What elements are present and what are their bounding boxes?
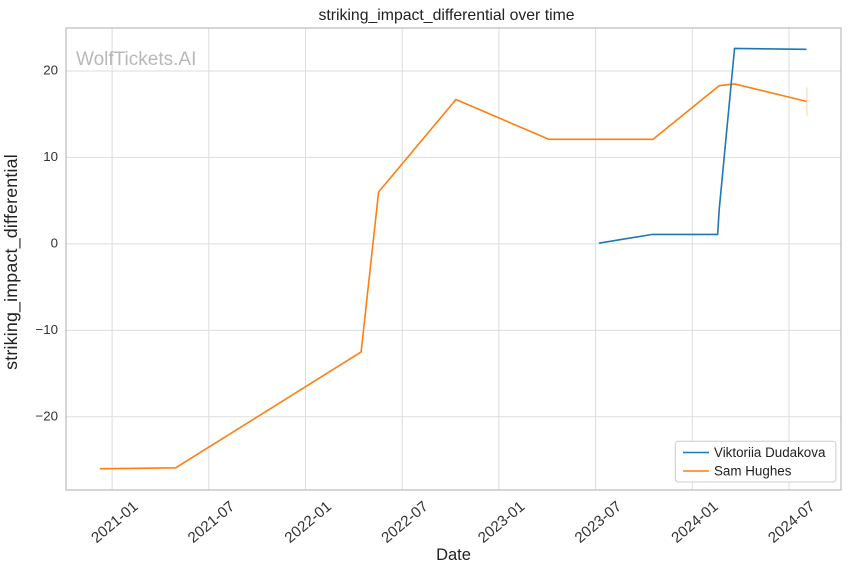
svg-text:WolfTickets.AI: WolfTickets.AI xyxy=(76,49,196,70)
svg-text:20: 20 xyxy=(43,63,58,78)
svg-text:2023-07: 2023-07 xyxy=(572,498,625,547)
svg-text:striking_impact_differential o: striking_impact_differential over time xyxy=(318,7,574,24)
svg-text:striking_impact_differential: striking_impact_differential xyxy=(1,154,22,370)
svg-text:2021-01: 2021-01 xyxy=(88,498,141,547)
svg-text:2024-07: 2024-07 xyxy=(765,498,818,547)
svg-text:Viktoriia Dudakova: Viktoriia Dudakova xyxy=(714,445,826,460)
svg-text:10: 10 xyxy=(43,149,58,164)
svg-text:2022-07: 2022-07 xyxy=(378,498,431,547)
svg-text:2022-01: 2022-01 xyxy=(282,498,335,547)
svg-text:2023-01: 2023-01 xyxy=(475,498,528,547)
svg-text:−20: −20 xyxy=(35,409,58,424)
svg-text:Sam Hughes: Sam Hughes xyxy=(714,464,792,479)
svg-text:0: 0 xyxy=(51,236,58,251)
svg-text:−10: −10 xyxy=(35,322,58,337)
svg-text:Date: Date xyxy=(436,546,471,564)
svg-text:2021-07: 2021-07 xyxy=(185,498,238,547)
svg-text:2024-01: 2024-01 xyxy=(668,498,721,547)
